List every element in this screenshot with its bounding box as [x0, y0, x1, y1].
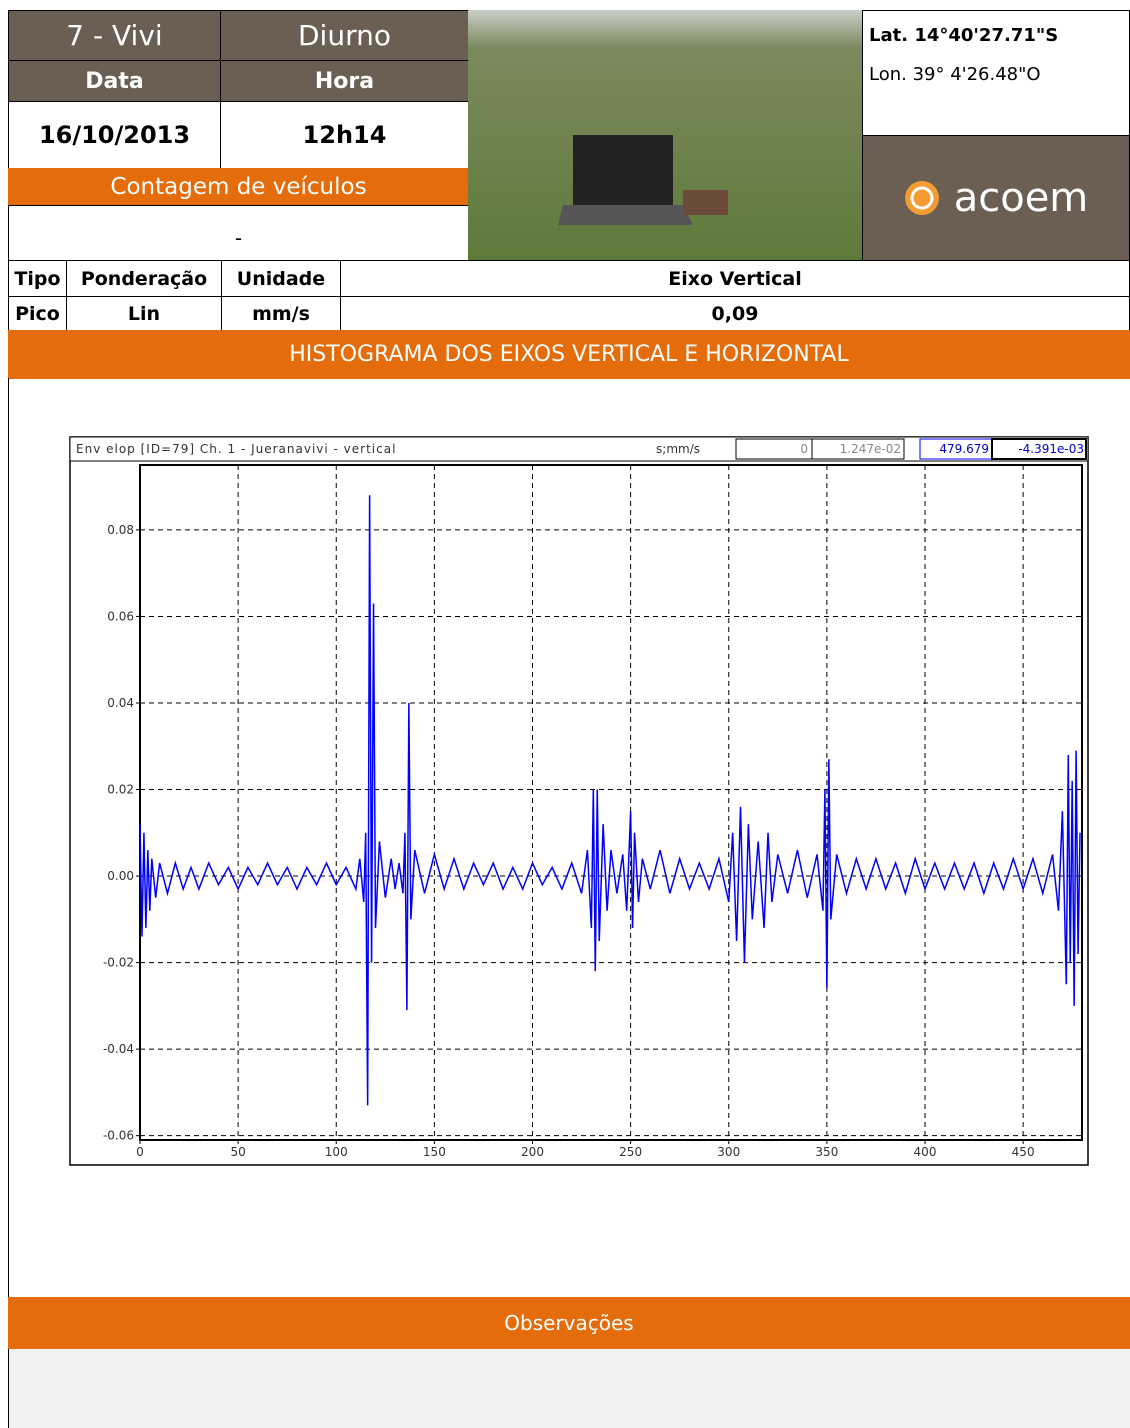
readout: 479.679: [939, 442, 989, 456]
logo-icon: [904, 181, 939, 215]
chart-panel: [8, 378, 1130, 1298]
chart: Env elop [ID=79] Ch. 1 - Jueranavivi - v…: [69, 436, 1089, 1166]
x-tick-label: 150: [423, 1145, 446, 1159]
plot-frame: [139, 464, 1083, 1141]
y-tick-label: -0.02: [103, 956, 134, 970]
x-tick-label: 0: [136, 1145, 144, 1159]
x-tick-label: 100: [325, 1145, 348, 1159]
x-tick-label: 50: [230, 1145, 245, 1159]
longitude: Lon. 39° 4'26.48"O: [869, 64, 1041, 85]
date-label: Data: [8, 60, 221, 102]
footer-title: Observações: [8, 1297, 1130, 1349]
y-tick-label: -0.06: [103, 1129, 134, 1143]
y-tick-label: -0.04: [103, 1042, 134, 1056]
observations: [8, 1349, 1130, 1428]
chart-header: [69, 436, 1089, 462]
readout-box: [991, 438, 1087, 460]
readout: 0: [800, 442, 808, 456]
x-tick-label: 200: [521, 1145, 544, 1159]
chart-units: s;mm/s: [656, 442, 700, 456]
site-photo: [468, 10, 863, 261]
y-tick-label: 0.02: [107, 783, 134, 797]
point: 7 - Vivi: [8, 10, 221, 61]
x-tick-label: 400: [914, 1145, 937, 1159]
time-label: Hora: [220, 60, 469, 102]
activity: Contagem de veículos: [8, 168, 469, 206]
waveform: [139, 495, 1081, 1106]
section-title: HISTOGRAMA DOS EIXOS VERTICAL E HORIZONT…: [8, 330, 1130, 379]
y-tick-label: 0.00: [107, 869, 134, 883]
readout-box: [811, 438, 905, 460]
readout: 1.247e-02: [840, 442, 901, 456]
coordinates: Lat. 14°40'27.71"S Lon. 39° 4'26.48"O: [862, 10, 1130, 136]
x-tick-label: 450: [1012, 1145, 1035, 1159]
x-tick-label: 350: [815, 1145, 838, 1159]
y-tick-label: 0.04: [107, 696, 134, 710]
y-tick-label: 0.06: [107, 609, 134, 623]
logo-text: acoem: [953, 175, 1089, 221]
x-tick-label: 300: [717, 1145, 740, 1159]
logo: acoem: [862, 135, 1130, 261]
readout: -4.391e-03: [1018, 442, 1084, 456]
x-tick-label: 250: [619, 1145, 642, 1159]
chart-frame: [69, 436, 1089, 1166]
chart-title: Env elop [ID=79] Ch. 1 - Jueranavivi - v…: [76, 442, 396, 456]
latitude: Lat. 14°40'27.71"S: [869, 25, 1059, 46]
y-tick-label: 0.08: [107, 523, 134, 537]
